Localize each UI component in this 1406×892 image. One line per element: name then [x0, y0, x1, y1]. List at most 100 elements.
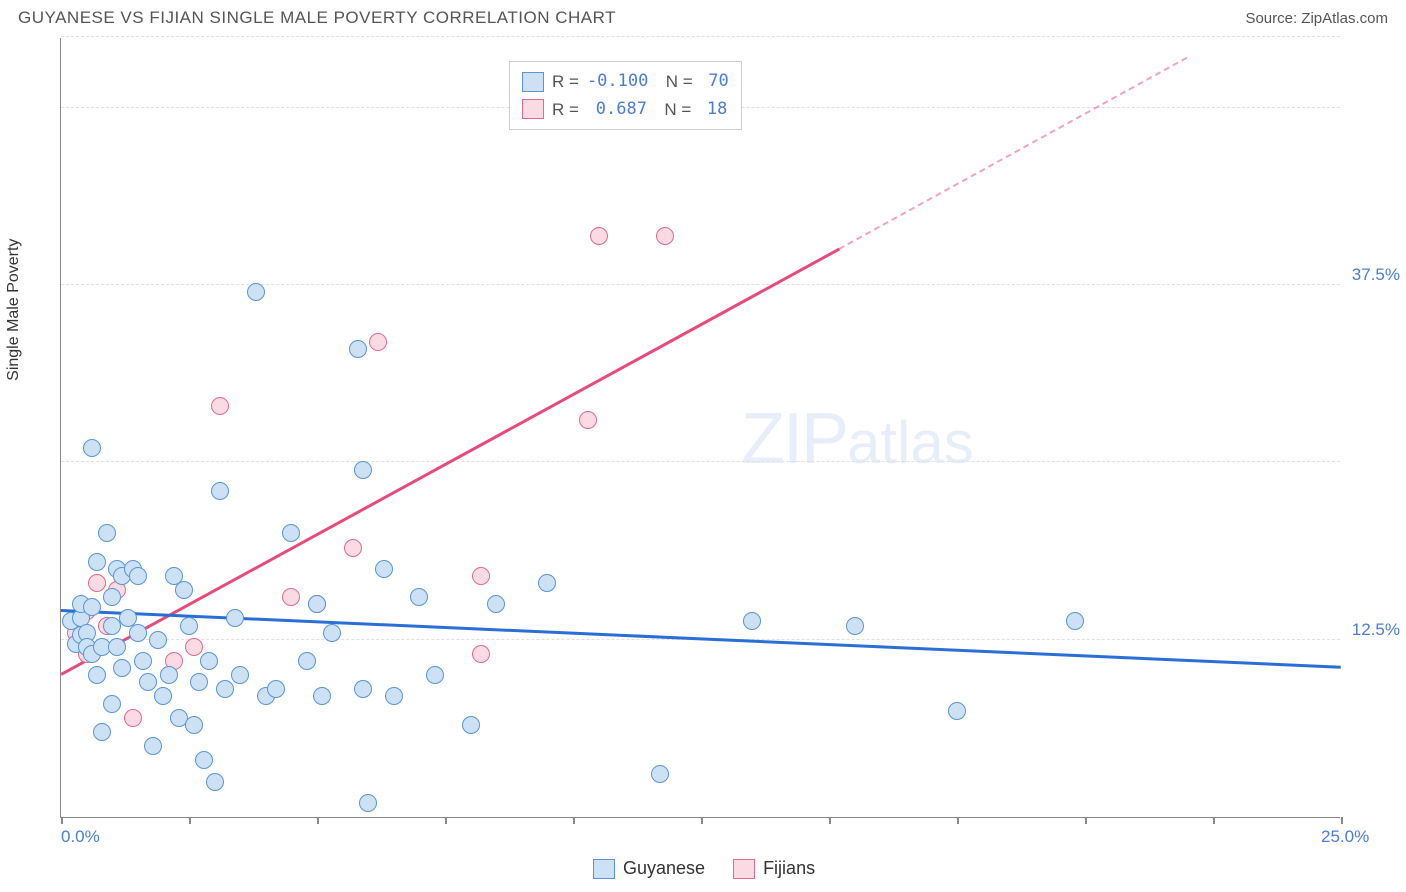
chart-title: GUYANESE VS FIJIAN SINGLE MALE POVERTY C… [18, 8, 616, 28]
scatter-point-guyanese [108, 638, 126, 656]
scatter-point-fijian [282, 588, 300, 606]
scatter-point-guyanese [154, 687, 172, 705]
x-tick [829, 817, 831, 824]
scatter-point-fijian [656, 227, 674, 245]
scatter-point-guyanese [139, 673, 157, 691]
scatter-point-guyanese [426, 666, 444, 684]
y-tick-label: 37.5% [1352, 265, 1400, 285]
legend-r-label: R = [552, 96, 579, 123]
legend-n-label: N = [656, 68, 692, 95]
scatter-point-guyanese [538, 574, 556, 592]
legend-r-value: 0.687 [587, 96, 647, 123]
scatter-point-fijian [369, 333, 387, 351]
scatter-point-fijian [211, 397, 229, 415]
x-tick-label: 0.0% [61, 827, 100, 847]
legend-swatch [522, 72, 544, 92]
scatter-point-guyanese [195, 751, 213, 769]
x-tick [1341, 817, 1343, 824]
scatter-point-guyanese [948, 702, 966, 720]
scatter-point-guyanese [308, 595, 326, 613]
y-axis-label: Single Male Poverty [5, 239, 23, 381]
scatter-point-guyanese [298, 652, 316, 670]
scatter-point-fijian [579, 411, 597, 429]
trend-line-extrapolated [839, 56, 1188, 249]
scatter-point-guyanese [93, 723, 111, 741]
scatter-point-guyanese [410, 588, 428, 606]
scatter-plot: ZIPatlas 12.5%37.5%0.0%25.0%R = -0.100 N… [60, 38, 1340, 818]
legend-label: Fijians [763, 858, 815, 879]
scatter-point-guyanese [160, 666, 178, 684]
gridline [61, 461, 1340, 462]
legend-n-value: 70 [701, 68, 729, 95]
x-tick [445, 817, 447, 824]
scatter-point-guyanese [323, 624, 341, 642]
scatter-point-fijian [344, 539, 362, 557]
series-legend: Guyanese Fijians [593, 858, 815, 879]
scatter-point-guyanese [129, 567, 147, 585]
scatter-point-guyanese [206, 773, 224, 791]
scatter-point-fijian [88, 574, 106, 592]
x-tick [701, 817, 703, 824]
scatter-point-guyanese [88, 666, 106, 684]
scatter-point-guyanese [487, 595, 505, 613]
scatter-point-guyanese [1066, 612, 1084, 630]
scatter-point-guyanese [282, 524, 300, 542]
scatter-point-guyanese [354, 680, 372, 698]
scatter-point-guyanese [113, 659, 131, 677]
scatter-point-guyanese [462, 716, 480, 734]
legend-swatch [522, 99, 544, 119]
x-tick-label: 25.0% [1321, 827, 1369, 847]
x-tick [957, 817, 959, 824]
scatter-point-guyanese [88, 553, 106, 571]
scatter-point-guyanese [83, 598, 101, 616]
legend-n-label: N = [655, 96, 691, 123]
scatter-point-guyanese [651, 765, 669, 783]
legend-row: R = -0.100 N = 70 [522, 68, 729, 95]
scatter-point-guyanese [190, 673, 208, 691]
x-tick [189, 817, 191, 824]
legend-swatch [733, 859, 755, 879]
scatter-point-guyanese [103, 695, 121, 713]
legend-label: Guyanese [623, 858, 705, 879]
scatter-point-guyanese [743, 612, 761, 630]
scatter-point-guyanese [211, 482, 229, 500]
scatter-point-guyanese [247, 283, 265, 301]
scatter-point-guyanese [349, 340, 367, 358]
scatter-point-guyanese [375, 560, 393, 578]
correlation-legend: R = -0.100 N = 70R = 0.687 N = 18 [509, 61, 742, 129]
scatter-point-fijian [472, 567, 490, 585]
scatter-point-guyanese [144, 737, 162, 755]
y-tick-label: 12.5% [1352, 620, 1400, 640]
legend-swatch [593, 859, 615, 879]
scatter-point-guyanese [129, 624, 147, 642]
scatter-point-guyanese [216, 680, 234, 698]
x-tick [1213, 817, 1215, 824]
gridline [61, 36, 1340, 37]
x-tick [573, 817, 575, 824]
scatter-point-fijian [472, 645, 490, 663]
scatter-point-guyanese [175, 581, 193, 599]
legend-item: Fijians [733, 858, 815, 879]
x-tick [317, 817, 319, 824]
scatter-point-guyanese [846, 617, 864, 635]
scatter-point-guyanese [359, 794, 377, 812]
scatter-point-guyanese [226, 609, 244, 627]
scatter-point-fijian [185, 638, 203, 656]
scatter-point-fijian [590, 227, 608, 245]
legend-r-label: R = [552, 68, 579, 95]
watermark-zip: ZIP [741, 399, 847, 479]
scatter-point-guyanese [103, 588, 121, 606]
legend-r-value: -0.100 [587, 68, 648, 95]
scatter-point-guyanese [385, 687, 403, 705]
scatter-point-guyanese [83, 439, 101, 457]
scatter-point-guyanese [149, 631, 167, 649]
legend-n-value: 18 [699, 96, 727, 123]
watermark: ZIPatlas [741, 398, 974, 480]
legend-item: Guyanese [593, 858, 705, 879]
x-tick [61, 817, 63, 824]
scatter-point-guyanese [98, 524, 116, 542]
x-tick [1085, 817, 1087, 824]
source-label: Source: ZipAtlas.com [1245, 10, 1388, 27]
scatter-point-guyanese [354, 461, 372, 479]
scatter-point-guyanese [200, 652, 218, 670]
